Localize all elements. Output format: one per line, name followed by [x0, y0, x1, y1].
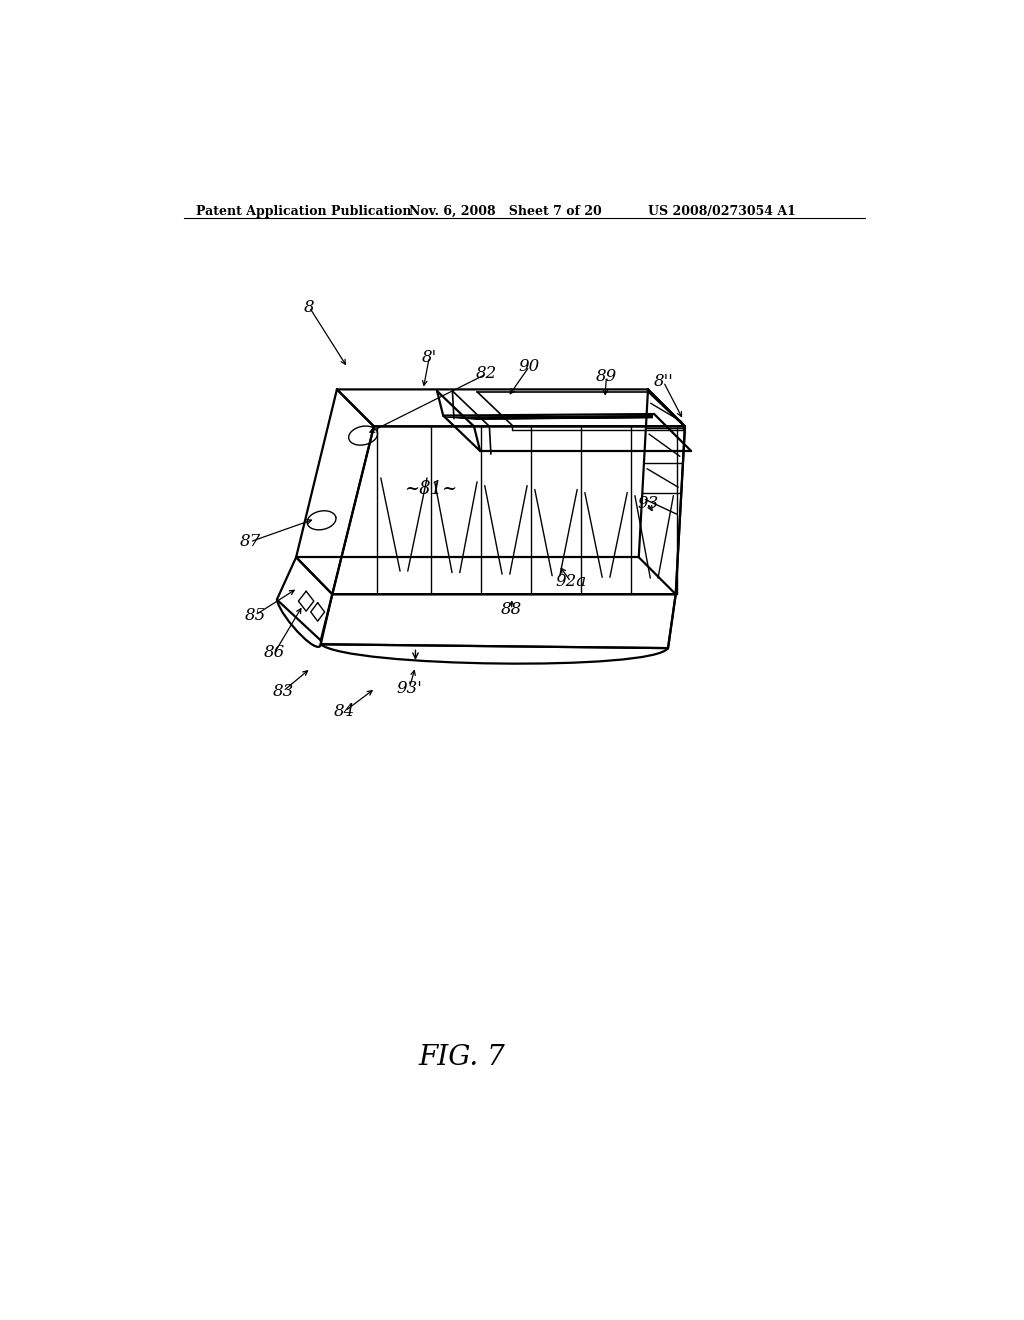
Text: 88: 88	[501, 601, 522, 618]
Text: 83: 83	[272, 682, 294, 700]
Text: FIG. 7: FIG. 7	[418, 1044, 505, 1071]
Text: Nov. 6, 2008   Sheet 7 of 20: Nov. 6, 2008 Sheet 7 of 20	[410, 205, 602, 218]
Text: 89: 89	[596, 368, 617, 385]
Text: 87: 87	[240, 533, 260, 550]
Text: 93: 93	[637, 495, 658, 512]
Text: 8': 8'	[422, 348, 437, 366]
Text: Patent Application Publication: Patent Application Publication	[196, 205, 412, 218]
Text: 84: 84	[334, 702, 355, 719]
Text: 90: 90	[519, 358, 540, 375]
Text: 85: 85	[245, 606, 266, 623]
Text: 93': 93'	[396, 680, 422, 697]
Text: ~81~: ~81~	[404, 480, 458, 499]
Text: 92a: 92a	[555, 573, 587, 590]
Text: 86: 86	[264, 644, 285, 661]
Text: 82: 82	[476, 366, 497, 383]
Text: US 2008/0273054 A1: US 2008/0273054 A1	[648, 205, 796, 218]
Text: 8'': 8''	[653, 374, 674, 391]
Text: 8: 8	[304, 298, 314, 315]
